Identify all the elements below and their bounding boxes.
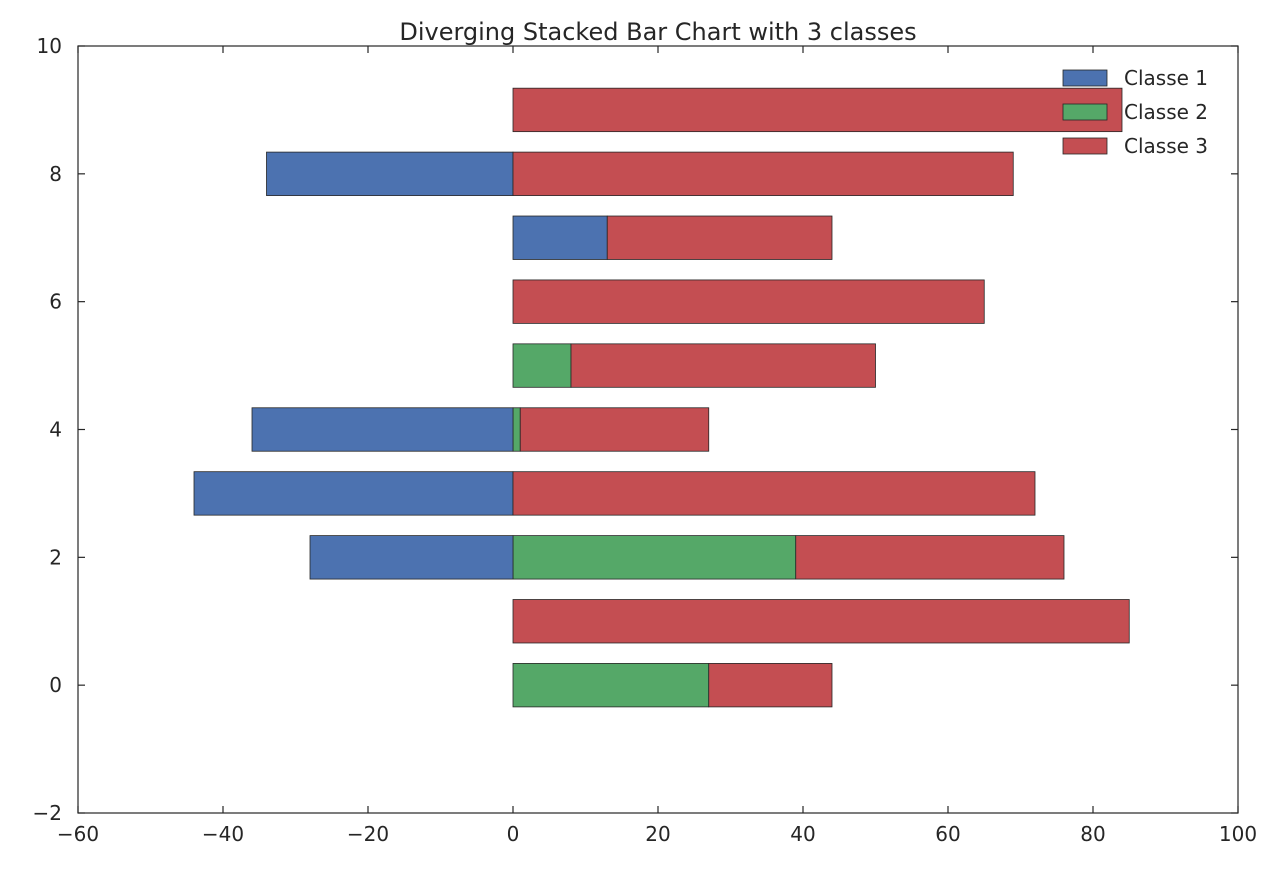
bar-classe-3-8 (512, 151, 1014, 196)
y-tick-label: 4 (49, 418, 62, 442)
x-tick-label: −20 (347, 822, 389, 846)
x-tick-label: −60 (57, 822, 99, 846)
bar-classe-3-5 (570, 343, 876, 388)
legend-swatch-3 (1062, 137, 1108, 155)
legend-swatch-1 (1062, 69, 1108, 87)
bar-classe-3-2 (795, 535, 1065, 580)
y-tick-label: −2 (33, 801, 62, 825)
legend-label-1: Classe 1 (1124, 66, 1208, 90)
x-tick-label: 20 (645, 822, 670, 846)
bar-classe-2-2 (512, 535, 797, 580)
y-tick-label: 10 (37, 34, 62, 58)
chart-title: Diverging Stacked Bar Chart with 3 class… (399, 18, 916, 46)
y-tick-label: 6 (49, 290, 62, 314)
bar-classe-3-6 (512, 279, 985, 324)
x-tick-label: 100 (1219, 822, 1257, 846)
legend: Classe 1 Classe 2 Classe 3 (1062, 66, 1208, 158)
bar-classe-2-4 (512, 407, 521, 452)
legend-label-2: Classe 2 (1124, 100, 1208, 124)
x-tick-label: 80 (1080, 822, 1105, 846)
bar-classe-3-4 (519, 407, 710, 452)
y-tick-label: 8 (49, 162, 62, 186)
x-tick-label: −40 (202, 822, 244, 846)
y-tick-label: 0 (49, 673, 62, 697)
bar-classe-1-3 (193, 471, 514, 516)
bar-classe-3-7 (606, 215, 833, 260)
x-tick-label: 40 (790, 822, 815, 846)
bar-classe-1-7 (512, 215, 608, 260)
bar-classe-3-1 (512, 599, 1130, 644)
bar-classe-1-4 (251, 407, 514, 452)
bar-classe-3-9 (512, 87, 1123, 133)
bar-classe-1-8 (266, 151, 514, 196)
bar-classe-2-5 (512, 343, 572, 388)
bar-classe-2-0 (512, 663, 710, 708)
bars-layer (193, 87, 1130, 708)
y-tick-label: 2 (49, 545, 62, 569)
x-tick-label: 60 (935, 822, 960, 846)
bar-classe-3-3 (512, 471, 1036, 516)
bar-classe-3-0 (708, 663, 833, 708)
bar-classe-1-2 (309, 535, 514, 580)
x-tick-label: 0 (507, 822, 520, 846)
legend-label-3: Classe 3 (1124, 134, 1208, 158)
legend-swatch-2 (1062, 103, 1108, 121)
